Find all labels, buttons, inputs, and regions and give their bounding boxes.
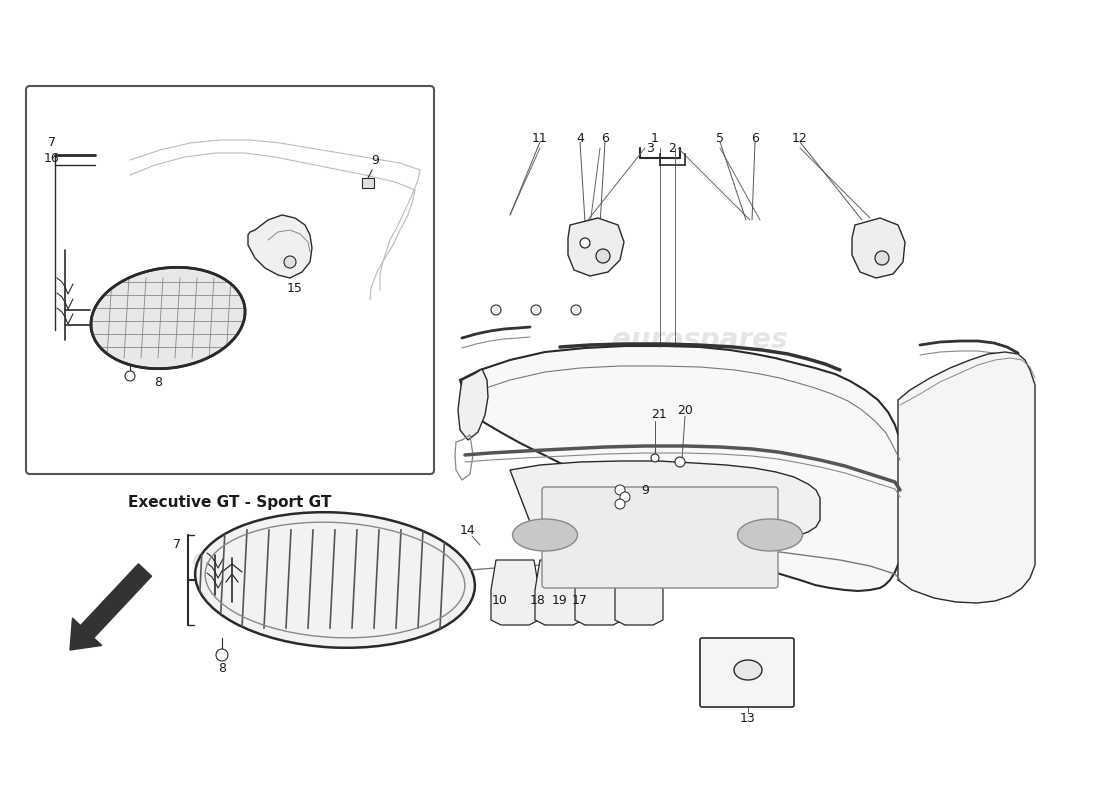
Text: 6: 6 <box>601 131 609 145</box>
Polygon shape <box>898 352 1035 603</box>
Polygon shape <box>615 560 663 625</box>
FancyBboxPatch shape <box>26 86 434 474</box>
Text: eurospares: eurospares <box>613 446 788 474</box>
Circle shape <box>216 649 228 661</box>
Text: 16: 16 <box>44 151 59 165</box>
Polygon shape <box>568 218 624 276</box>
Text: 8: 8 <box>218 662 226 674</box>
Text: 12: 12 <box>792 131 807 145</box>
Circle shape <box>580 238 590 248</box>
Circle shape <box>615 485 625 495</box>
Text: 4: 4 <box>576 131 584 145</box>
Polygon shape <box>535 560 583 625</box>
Circle shape <box>874 251 889 265</box>
Text: eurospares: eurospares <box>613 546 788 574</box>
Text: 13: 13 <box>740 711 756 725</box>
Polygon shape <box>852 218 905 278</box>
Text: 11: 11 <box>532 131 548 145</box>
Text: 3: 3 <box>646 142 653 154</box>
Text: 20: 20 <box>678 403 693 417</box>
Circle shape <box>125 371 135 381</box>
Ellipse shape <box>734 660 762 680</box>
Circle shape <box>531 305 541 315</box>
Ellipse shape <box>195 512 475 648</box>
Text: 6: 6 <box>751 131 759 145</box>
Text: 1: 1 <box>651 131 659 145</box>
Circle shape <box>675 457 685 467</box>
FancyBboxPatch shape <box>700 638 794 707</box>
Polygon shape <box>575 560 623 625</box>
Text: 8: 8 <box>154 377 162 390</box>
Text: 7: 7 <box>48 137 56 150</box>
Polygon shape <box>458 369 488 440</box>
Circle shape <box>620 492 630 502</box>
Text: eurospares: eurospares <box>192 326 367 354</box>
Circle shape <box>651 454 659 462</box>
Ellipse shape <box>737 519 803 551</box>
Text: 17: 17 <box>572 594 587 606</box>
Circle shape <box>571 305 581 315</box>
Text: 14: 14 <box>460 523 476 537</box>
Text: 9: 9 <box>371 154 378 166</box>
Text: 15: 15 <box>287 282 303 294</box>
Polygon shape <box>248 215 312 278</box>
Polygon shape <box>491 560 539 625</box>
Circle shape <box>284 256 296 268</box>
FancyArrow shape <box>70 564 152 650</box>
Bar <box>362 178 374 188</box>
Circle shape <box>596 249 611 263</box>
Text: eurospares: eurospares <box>613 326 788 354</box>
Text: 19: 19 <box>552 594 568 606</box>
Text: 7: 7 <box>173 538 182 551</box>
Polygon shape <box>510 461 820 542</box>
Polygon shape <box>460 346 900 591</box>
Ellipse shape <box>513 519 578 551</box>
Text: 18: 18 <box>530 594 546 606</box>
Text: 2: 2 <box>668 142 675 154</box>
Text: Executive GT - Sport GT: Executive GT - Sport GT <box>129 495 332 510</box>
Text: 5: 5 <box>716 131 724 145</box>
Text: eurospares: eurospares <box>192 546 367 574</box>
Circle shape <box>615 499 625 509</box>
Circle shape <box>491 305 501 315</box>
Text: 9: 9 <box>641 483 649 497</box>
Ellipse shape <box>91 267 245 369</box>
Text: 21: 21 <box>651 409 667 422</box>
FancyBboxPatch shape <box>542 487 778 588</box>
Text: 10: 10 <box>492 594 508 606</box>
